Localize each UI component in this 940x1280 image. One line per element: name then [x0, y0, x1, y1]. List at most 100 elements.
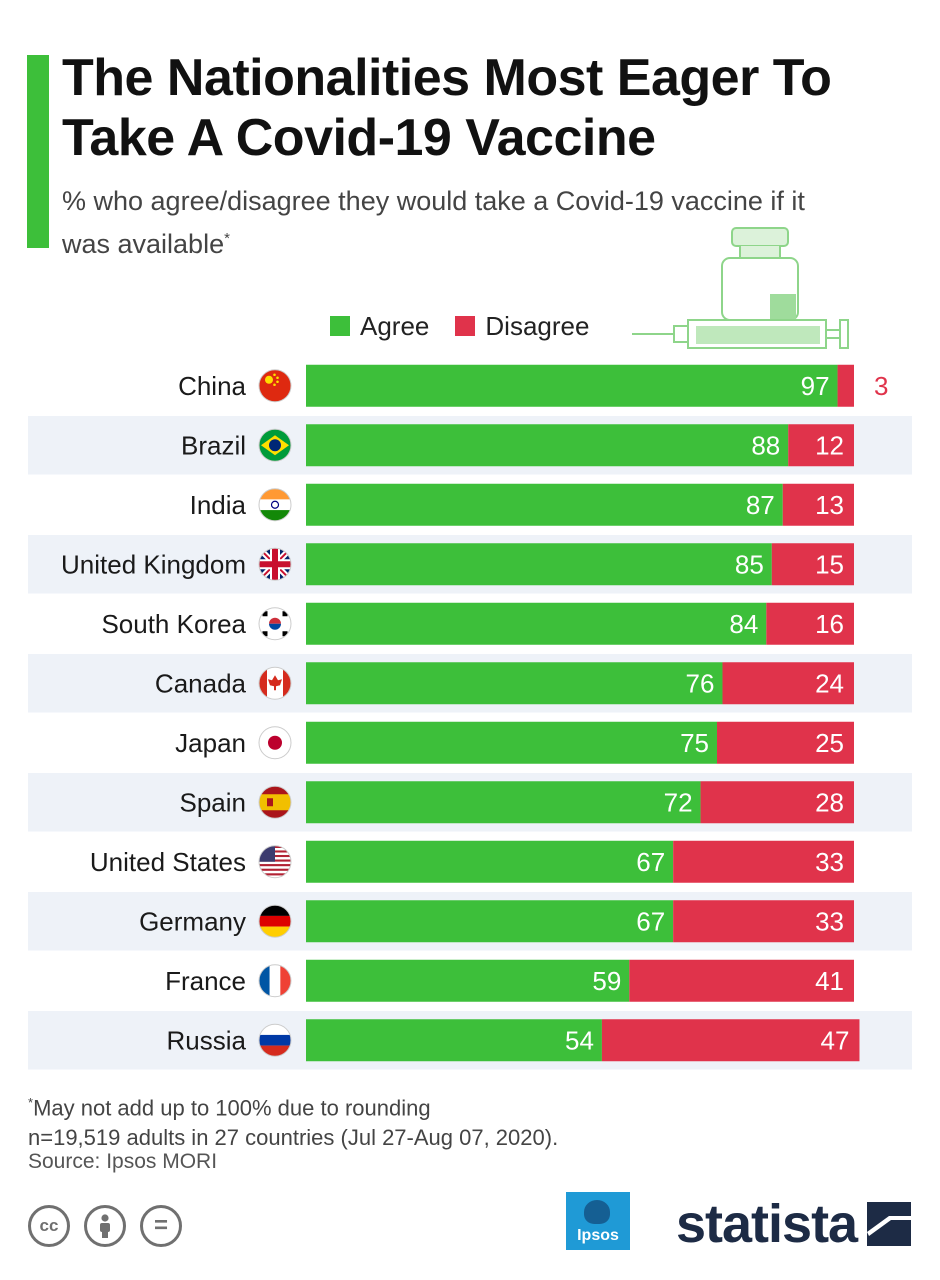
cc-icon[interactable]: cc [28, 1205, 70, 1247]
data-label-agree: 97 [801, 371, 830, 401]
data-label-agree: 72 [664, 787, 693, 817]
flag-band-mid [259, 499, 291, 511]
country-label: Russia [167, 1025, 247, 1055]
bar-agree [306, 721, 717, 764]
flag-small-star [276, 376, 279, 380]
data-label-agree: 59 [592, 966, 621, 996]
bar-agree [306, 424, 789, 467]
bar-disagree [722, 662, 854, 705]
china-flag-icon [258, 369, 292, 403]
flag-trigram [262, 611, 268, 617]
footnote-text: May not add up to 100% due to rounding [33, 1095, 431, 1121]
bar-disagree [766, 602, 854, 645]
bar-agree [306, 840, 674, 883]
flag-stripe-white [259, 866, 291, 869]
china-flag-icon-fill [259, 369, 291, 402]
data-label-disagree: 3 [874, 371, 888, 401]
flag-stripe [259, 873, 291, 876]
bar-disagree [717, 721, 854, 764]
data-label-disagree: 41 [815, 966, 844, 996]
flag-globe [269, 439, 281, 452]
spain-flag-icon-border [258, 785, 292, 819]
flag-band-left [259, 964, 270, 997]
statista-mark-icon [867, 1202, 912, 1246]
spain-flag-icon [258, 785, 292, 819]
uk-flag-icon-fill [259, 548, 291, 581]
country-label: Germany [139, 906, 246, 936]
data-label-disagree: 12 [815, 430, 844, 460]
uk-flag-icon [258, 547, 292, 581]
attribution-icon[interactable] [84, 1205, 126, 1247]
no-derivatives-icon[interactable]: = [140, 1205, 182, 1247]
south-korea-flag-icon-border [258, 607, 292, 641]
flag-taeguk-bottom [269, 623, 281, 630]
france-flag-icon-border [258, 964, 292, 998]
flag-cross-red-h [259, 561, 291, 568]
country-label: Canada [155, 668, 247, 698]
data-label-disagree: 25 [815, 728, 844, 758]
cc-icon-label: cc [39, 1216, 59, 1235]
brazil-flag-icon-border [258, 428, 292, 462]
flag-emblem [267, 798, 273, 807]
accent-bar [27, 55, 49, 248]
bar-agree [306, 364, 838, 407]
japan-flag-icon-fill [259, 726, 291, 759]
japan-flag-icon [258, 726, 292, 760]
data-label-disagree: 33 [815, 847, 844, 877]
spain-flag-icon-fill [259, 786, 291, 819]
data-label-agree: 67 [636, 906, 665, 936]
ipsos-logo[interactable]: Ipsos [566, 1192, 630, 1250]
bar-agree [306, 602, 767, 645]
usa-flag-icon-fill [259, 845, 291, 878]
bar-disagree [700, 781, 854, 824]
india-flag-icon-fill [259, 488, 291, 521]
flag-band-bottom [259, 926, 291, 938]
chart-title: The Nationalities Most Eager To Take A C… [62, 49, 832, 167]
flag-band-left [259, 667, 267, 700]
flag-stripe-white [259, 861, 291, 865]
legend-item-agree: Agree [330, 311, 429, 342]
bar-agree [306, 781, 701, 824]
chart-legend: Agree Disagree [330, 310, 615, 342]
person-glyph [100, 1214, 110, 1238]
flag-band-right [280, 964, 291, 997]
bar-disagree [788, 424, 854, 467]
flag-small-star [273, 373, 276, 377]
germany-flag-icon-border [258, 904, 292, 938]
brazil-flag-icon-fill [259, 429, 291, 462]
russia-flag-icon-fill [259, 1024, 291, 1057]
brazil-flag-icon [258, 428, 292, 462]
statista-logo[interactable]: statista [676, 1196, 912, 1252]
south-korea-flag-icon [258, 607, 292, 641]
flag-star [265, 375, 273, 384]
data-label-agree: 76 [686, 668, 715, 698]
country-label: China [178, 371, 246, 401]
country-label: France [165, 966, 246, 996]
legend-label-disagree: Disagree [485, 310, 590, 341]
bar-disagree [673, 900, 854, 943]
data-label-disagree: 16 [815, 609, 844, 639]
country-label: United Kingdom [61, 549, 246, 579]
flag-band-right [283, 667, 291, 700]
flag-stripe-white [259, 875, 291, 878]
data-label-disagree: 47 [821, 1025, 850, 1055]
data-label-agree: 88 [751, 430, 780, 460]
china-flag-icon-border [258, 369, 292, 403]
flag-trigram [262, 631, 268, 637]
india-flag-icon-border [258, 488, 292, 522]
germany-flag-icon-fill [259, 905, 291, 938]
flag-small-star [276, 380, 279, 384]
flag-band-bottom [259, 510, 291, 521]
country-label: United States [90, 847, 246, 877]
russia-flag-icon-border [258, 1023, 292, 1057]
ipsos-mark [584, 1200, 610, 1224]
country-label: Spain [180, 787, 247, 817]
flag-stripe [259, 864, 291, 867]
japan-flag-icon-border [258, 726, 292, 760]
flag-band-mid [259, 915, 291, 927]
data-label-disagree: 33 [815, 906, 844, 936]
legend-label-agree: Agree [360, 310, 430, 341]
legend-item-disagree: Disagree [455, 311, 589, 342]
bar-disagree [629, 959, 854, 1002]
country-label: India [190, 490, 247, 520]
